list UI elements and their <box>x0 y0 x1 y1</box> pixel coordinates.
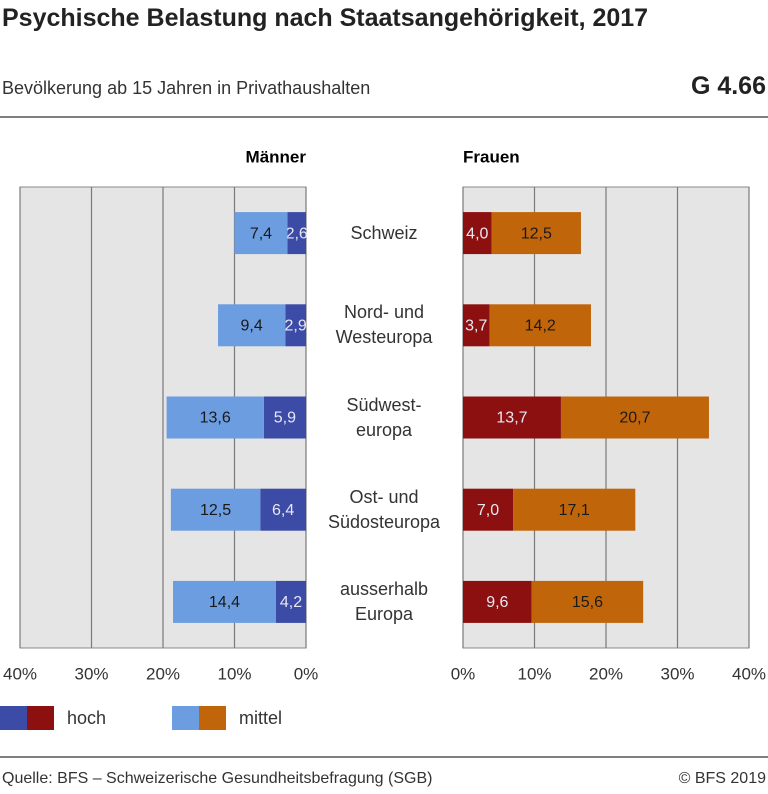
x-tick-label: 30% <box>660 664 694 683</box>
bar-segment <box>218 304 286 347</box>
category-label: ausserhalb Europa <box>339 578 429 624</box>
figure-id: G 4.66 <box>690 72 766 100</box>
x-tick-label: 40% <box>3 664 37 683</box>
legend-swatch <box>199 706 226 730</box>
value-label: 7,0 <box>477 502 499 519</box>
bar-segment <box>166 396 264 439</box>
value-label: 4,0 <box>466 225 488 242</box>
bar-segment <box>170 488 261 531</box>
bar-segment <box>513 488 636 531</box>
bar-segment <box>463 580 532 623</box>
value-label: 17,1 <box>559 502 590 519</box>
bar-segment <box>275 580 306 623</box>
value-label: 12,5 <box>521 225 552 242</box>
bar-segment <box>234 212 288 255</box>
legend-label: mittel <box>239 708 282 728</box>
x-tick-label: 0% <box>294 664 319 683</box>
bar-segment <box>287 212 306 255</box>
category-label: Südwest- europa <box>346 394 422 440</box>
legend-label: hoch <box>67 708 106 728</box>
value-label: 4,2 <box>280 594 302 611</box>
value-label: 2,6 <box>286 225 308 242</box>
chart-subtitle: Bevölkerung ab 15 Jahren in Privathausha… <box>2 78 371 98</box>
value-label: 20,7 <box>619 410 650 427</box>
bar-segment <box>463 304 490 347</box>
category-label: Nord- und Westeuropa <box>335 302 433 348</box>
x-tick-label: 30% <box>74 664 108 683</box>
value-label: 6,4 <box>272 502 294 519</box>
value-label: 13,6 <box>200 410 231 427</box>
value-label: 12,5 <box>200 502 231 519</box>
value-label: 14,4 <box>209 594 240 611</box>
panel-title: Frauen <box>463 147 520 166</box>
source-note: Quelle: BFS – Schweizerische Gesundheits… <box>2 770 433 787</box>
x-tick-label: 0% <box>451 664 476 683</box>
category-label: Ost- und Südosteuropa <box>327 486 441 532</box>
value-label: 7,4 <box>250 225 272 242</box>
value-label: 5,9 <box>274 410 296 427</box>
value-label: 3,7 <box>465 318 487 335</box>
legend-swatch <box>27 706 54 730</box>
bar-segment <box>285 304 306 347</box>
x-tick-label: 20% <box>146 664 180 683</box>
bar-segment <box>560 396 709 439</box>
bar-segment <box>260 488 306 531</box>
value-label: 13,7 <box>496 410 527 427</box>
bar-segment <box>463 396 561 439</box>
bar-segment <box>531 580 644 623</box>
copyright: © BFS 2019 <box>678 770 766 787</box>
bar-segment <box>263 396 306 439</box>
x-tick-label: 10% <box>517 664 551 683</box>
value-label: 15,6 <box>572 594 603 611</box>
legend-swatch <box>0 706 27 730</box>
bar-segment <box>463 488 514 531</box>
bar-segment <box>463 212 492 255</box>
bar-segment <box>173 580 276 623</box>
panel-title: Männer <box>246 147 307 166</box>
bar-segment <box>489 304 591 347</box>
x-tick-label: 40% <box>732 664 766 683</box>
bar-segment <box>491 212 581 255</box>
x-tick-label: 10% <box>217 664 251 683</box>
chart-title: Psychische Belastung nach Staatsangehöri… <box>2 4 649 32</box>
value-label: 2,9 <box>285 318 307 335</box>
legend-swatch <box>172 706 199 730</box>
value-label: 9,4 <box>241 318 263 335</box>
value-label: 9,6 <box>486 594 508 611</box>
category-label: Schweiz <box>350 222 418 243</box>
x-tick-label: 20% <box>589 664 623 683</box>
value-label: 14,2 <box>525 318 556 335</box>
